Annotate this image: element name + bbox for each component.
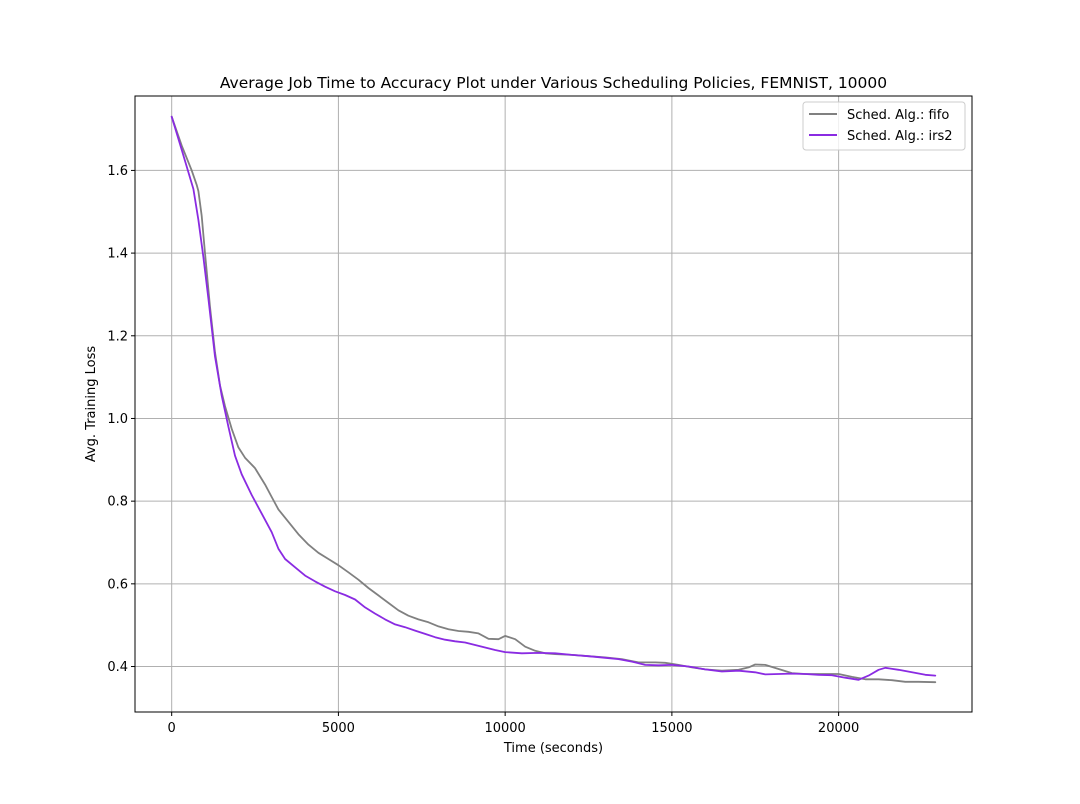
y-tick-label: 1.6 <box>107 164 128 179</box>
x-tick-label: 5000 <box>322 721 355 736</box>
legend: Sched. Alg.: fifo Sched. Alg.: irs2 <box>802 101 966 151</box>
x-axis-ticks: 0 5000 10000 15000 20000 <box>168 712 859 736</box>
x-tick-label: 0 <box>168 721 176 736</box>
legend-box <box>802 101 966 151</box>
chart-title: Average Job Time to Accuracy Plot under … <box>220 74 887 92</box>
y-tick-label: 0.8 <box>107 495 128 510</box>
y-tick-label: 1.0 <box>107 412 128 427</box>
y-tick-label: 1.2 <box>107 329 128 344</box>
plot-frame <box>134 95 973 713</box>
series-lines <box>170 115 937 684</box>
legend-label-irs2: Sched. Alg.: irs2 <box>847 129 953 144</box>
series-line-irs2 <box>170 115 937 681</box>
x-tick-label: 20000 <box>818 721 859 736</box>
series-line-fifo <box>170 115 937 684</box>
y-axis-label: Avg. Training Loss <box>84 346 99 463</box>
y-tick-label: 0.4 <box>107 660 128 675</box>
x-tick-label: 10000 <box>484 721 525 736</box>
x-axis-label: Time (seconds) <box>503 741 603 756</box>
legend-label-fifo: Sched. Alg.: fifo <box>847 108 949 123</box>
y-tick-label: 0.6 <box>107 577 128 592</box>
x-tick-label: 15000 <box>651 721 692 736</box>
y-axis-ticks: 0.4 0.6 0.8 1.0 1.2 1.4 1.6 <box>107 164 135 675</box>
y-tick-label: 1.4 <box>107 247 128 262</box>
